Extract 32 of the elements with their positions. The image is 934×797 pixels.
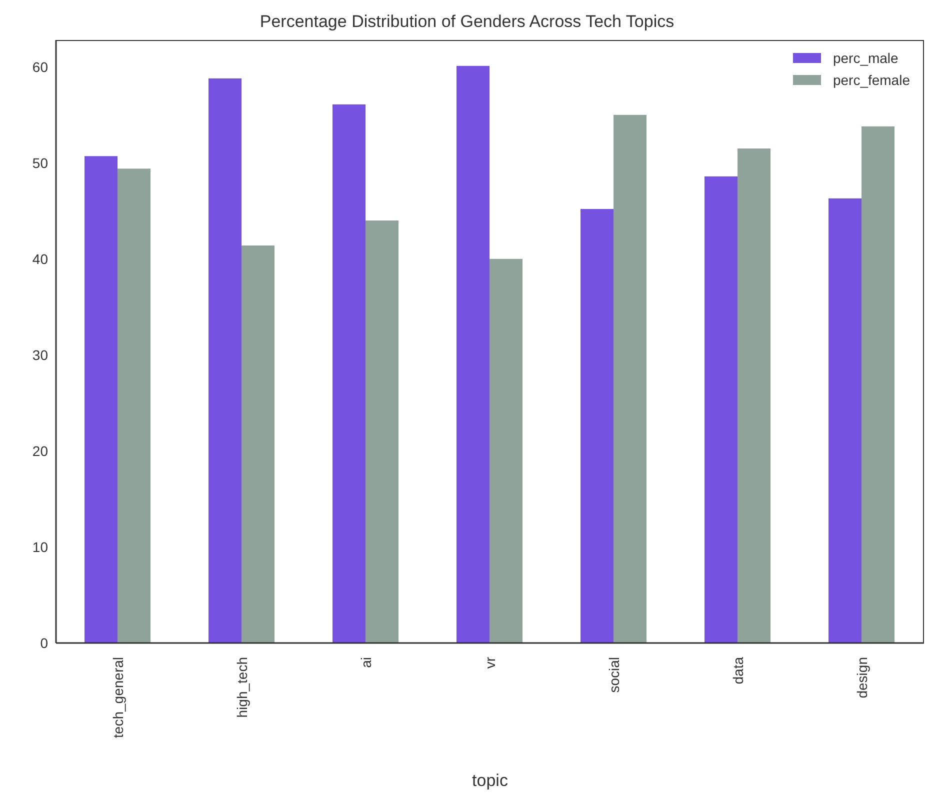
y-tick-label: 0 bbox=[40, 634, 48, 651]
bar bbox=[862, 126, 895, 643]
x-tick-label: data bbox=[730, 656, 746, 684]
y-tick-label: 50 bbox=[32, 154, 48, 171]
y-tick-label: 60 bbox=[32, 58, 48, 75]
bar bbox=[580, 208, 614, 643]
bar bbox=[738, 148, 771, 643]
bar bbox=[208, 78, 242, 643]
bar bbox=[118, 168, 151, 643]
bar bbox=[828, 198, 862, 643]
x-tick-label: social bbox=[606, 657, 622, 693]
bar bbox=[614, 114, 647, 643]
bar bbox=[456, 66, 490, 643]
y-tick-label: 30 bbox=[32, 346, 48, 363]
legend-label: perc_male bbox=[832, 50, 898, 66]
chart-title: Percentage Distribution of Genders Across Tech Topics bbox=[258, 12, 676, 32]
legend-label: perc_female bbox=[832, 72, 910, 88]
y-tick-label: 40 bbox=[32, 250, 48, 267]
bar bbox=[242, 245, 275, 643]
x-tick-label: tech_general bbox=[110, 657, 126, 738]
bar bbox=[704, 176, 738, 643]
y-tick-label: 20 bbox=[32, 442, 48, 459]
x-tick-label: ai bbox=[358, 657, 374, 668]
bar bbox=[332, 104, 366, 643]
x-tick-label: high_tech bbox=[234, 657, 250, 718]
x-axis-title: topic bbox=[471, 771, 509, 791]
bar bbox=[490, 258, 523, 643]
bar bbox=[84, 156, 118, 643]
x-tick-label: design bbox=[854, 657, 870, 698]
bar bbox=[366, 220, 399, 643]
y-tick-label: 10 bbox=[32, 538, 48, 555]
x-tick-label: vr bbox=[482, 656, 498, 669]
